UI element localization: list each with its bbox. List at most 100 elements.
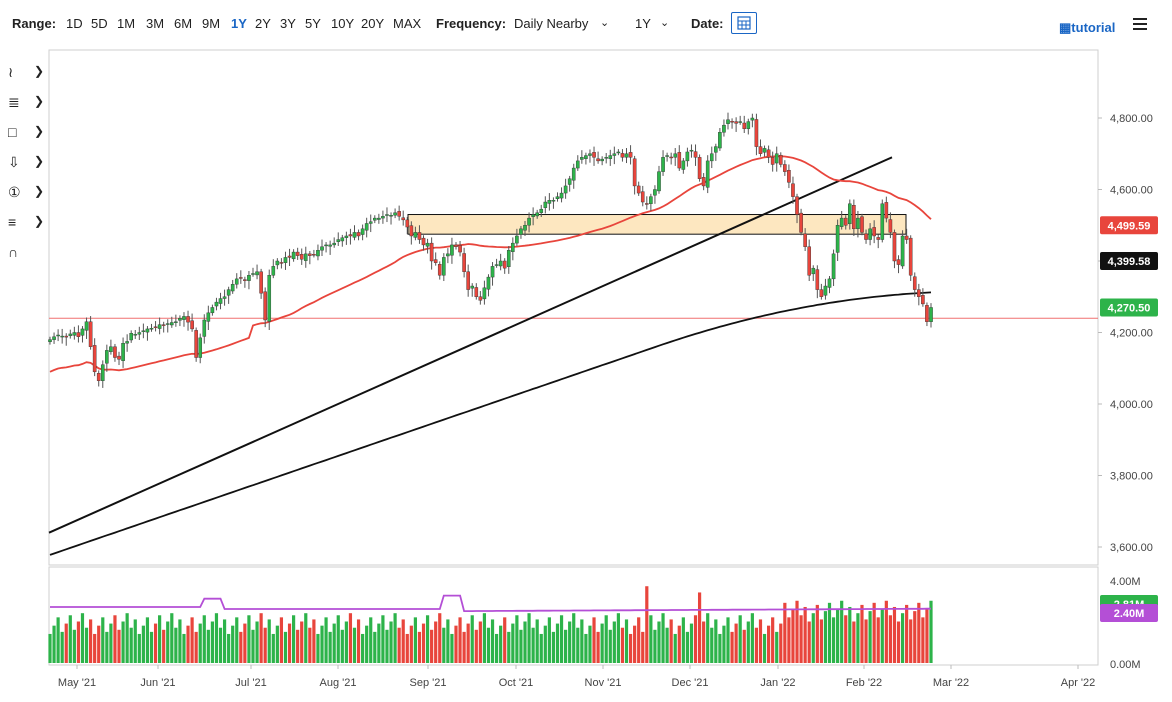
candle-body — [68, 333, 73, 336]
frequency-select[interactable]: Daily Nearby — [514, 16, 589, 31]
frequency-label: Frequency: — [436, 16, 507, 31]
volume-bar — [775, 631, 779, 663]
tutorial-link[interactable]: ▦tutorial — [1059, 20, 1115, 36]
candle-body — [856, 217, 860, 230]
volume-bar — [616, 613, 620, 663]
range-max[interactable]: MAX — [393, 16, 422, 31]
trendline-tool[interactable]: ≣ ❯ — [6, 92, 46, 116]
volume-bar — [503, 617, 507, 663]
volume-bar — [190, 617, 194, 663]
candle-body — [718, 132, 722, 149]
calendar-button[interactable] — [731, 12, 757, 34]
volume-bar — [693, 615, 698, 663]
volume-bar — [174, 627, 178, 663]
range-20y[interactable]: 20Y — [361, 16, 385, 31]
candle-body — [490, 266, 495, 278]
candle-body — [462, 253, 466, 272]
price-tick-label: 4,200.00 — [1110, 328, 1153, 340]
volume-bar — [848, 606, 852, 663]
range-3y[interactable]: 3Y — [280, 16, 296, 31]
range-5d[interactable]: 5D — [91, 16, 108, 31]
volume-bar — [166, 621, 170, 663]
volume-bar — [210, 621, 214, 663]
menu-icon[interactable] — [1133, 18, 1147, 33]
candle-body — [454, 244, 458, 247]
volume-bar — [758, 619, 763, 663]
candle-body — [823, 285, 828, 296]
range-10y[interactable]: 10Y — [331, 16, 355, 31]
candle-body — [653, 189, 657, 196]
volume-bar — [892, 606, 897, 663]
chevron-right-icon: ❯ — [34, 154, 45, 168]
crosshair-tool[interactable]: ≀ ❯ — [6, 62, 46, 86]
range-1d[interactable]: 1D — [66, 16, 83, 31]
volume-bar — [218, 627, 223, 663]
volume-bar — [653, 629, 657, 663]
range-3m[interactable]: 3M — [146, 16, 165, 31]
candle-body — [677, 152, 682, 169]
candle-body — [56, 334, 60, 337]
ma50-price-label-bg — [1100, 216, 1158, 235]
last-price-label-bg — [1100, 298, 1158, 317]
counter-tool[interactable]: ① ❯ — [6, 182, 46, 206]
candle-body — [616, 151, 621, 154]
candle-body — [580, 157, 584, 160]
candle-body — [531, 214, 535, 217]
volume-bar — [718, 633, 722, 663]
arrow-tool[interactable]: ⇩ ❯ — [6, 152, 46, 176]
volume-bar — [921, 617, 925, 663]
candle-body — [92, 345, 97, 373]
candle-body — [214, 301, 219, 307]
rectangle-tool[interactable]: □ ❯ — [6, 122, 46, 146]
candle-body — [105, 350, 109, 364]
candle-body — [206, 312, 211, 322]
candle-body — [328, 244, 332, 247]
volume-bar — [145, 617, 150, 663]
candle-body — [693, 151, 698, 158]
range-5y[interactable]: 5Y — [305, 16, 321, 31]
price-tick-label: 4,800.00 — [1110, 113, 1153, 125]
candle-body — [88, 321, 93, 347]
volume-bar — [365, 625, 369, 663]
volume-bar — [251, 629, 255, 663]
candle-body — [791, 183, 795, 197]
volume-bar — [425, 615, 430, 663]
fib-tool[interactable]: ≡ ❯ — [6, 212, 46, 236]
candle-body — [255, 271, 259, 276]
volume-bar — [283, 631, 288, 663]
range-6m[interactable]: 6M — [174, 16, 193, 31]
volume-bar — [48, 633, 52, 663]
candle-body — [275, 260, 280, 266]
volume-bar — [929, 600, 933, 663]
candle-body — [161, 324, 166, 326]
volume-bar — [730, 631, 734, 663]
magnet-tool[interactable]: ∩ — [6, 242, 46, 266]
candle-body — [433, 259, 438, 263]
volume-bar — [888, 615, 893, 663]
range-1y[interactable]: 1Y — [231, 16, 247, 31]
candle-body — [730, 121, 734, 123]
candle-body — [478, 296, 483, 301]
candle-body — [52, 336, 56, 340]
candle-body — [555, 196, 560, 199]
range-2y[interactable]: 2Y — [255, 16, 271, 31]
candle-body — [640, 191, 645, 203]
candle-body — [482, 287, 487, 300]
candle-body — [100, 364, 105, 381]
candle-body — [921, 295, 925, 305]
volume-bar — [685, 631, 690, 663]
volume-bar — [369, 617, 373, 663]
candle-body — [912, 276, 917, 290]
candle-body — [153, 326, 158, 328]
candle-body — [527, 217, 531, 226]
period-select[interactable]: 1Y — [635, 16, 651, 31]
volume-bar — [389, 621, 393, 663]
candle-body — [624, 153, 629, 158]
range-1m[interactable]: 1M — [117, 16, 136, 31]
volume-bar — [52, 625, 56, 663]
range-9m[interactable]: 9M — [202, 16, 221, 31]
volume-bar — [779, 623, 783, 663]
candle-body — [539, 208, 544, 213]
volume-bar — [101, 617, 105, 663]
